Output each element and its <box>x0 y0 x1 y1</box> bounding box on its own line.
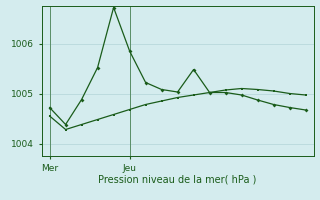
X-axis label: Pression niveau de la mer( hPa ): Pression niveau de la mer( hPa ) <box>99 174 257 184</box>
